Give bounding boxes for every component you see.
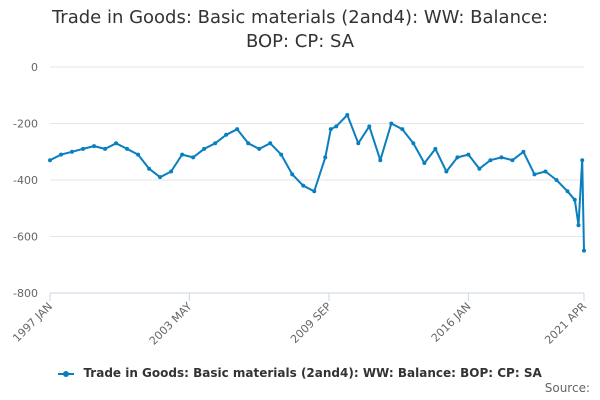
x-tick-label: 2009 SEP (288, 300, 334, 346)
data-point[interactable] (169, 169, 174, 174)
data-point[interactable] (312, 189, 317, 194)
data-point[interactable] (279, 152, 284, 157)
data-point[interactable] (477, 166, 482, 171)
data-point[interactable] (323, 155, 328, 160)
data-point[interactable] (114, 141, 119, 146)
data-point[interactable] (246, 141, 251, 146)
data-point[interactable] (224, 132, 229, 137)
data-point[interactable] (411, 141, 416, 146)
data-point[interactable] (466, 152, 471, 157)
data-point[interactable] (235, 127, 240, 132)
data-point[interactable] (433, 146, 438, 151)
x-tick-label: 2021 APR (542, 300, 589, 347)
data-point[interactable] (488, 158, 493, 163)
data-point[interactable] (328, 127, 333, 132)
series-line[interactable] (49, 114, 585, 251)
data-point[interactable] (582, 248, 586, 253)
data-point[interactable] (103, 146, 108, 151)
y-tick-label: -400 (13, 174, 38, 187)
y-axis: 0 -200 -400 -600 -800 (13, 61, 38, 300)
data-point[interactable] (510, 158, 515, 163)
data-point[interactable] (202, 146, 207, 151)
data-point[interactable] (334, 124, 339, 129)
data-point[interactable] (455, 155, 460, 160)
chart-title-line-2: BOP: CP: SA (245, 31, 355, 52)
data-point[interactable] (356, 141, 361, 146)
chart-title-line-1: Trade in Goods: Basic materials (2and4):… (51, 7, 549, 28)
data-point[interactable] (378, 158, 383, 163)
data-point[interactable] (521, 149, 526, 154)
data-point[interactable] (576, 223, 581, 228)
y-tick-label: 0 (31, 61, 38, 74)
data-point[interactable] (367, 124, 372, 129)
data-point[interactable] (92, 144, 97, 149)
data-point[interactable] (136, 152, 141, 157)
data-point[interactable] (422, 161, 427, 166)
legend[interactable]: Trade in Goods: Basic materials (2and4):… (0, 366, 600, 380)
x-axis: 1997 JAN 2003 MAY 2009 SEP 2016 JAN 2021 APR (10, 293, 589, 348)
legend-line-marker-icon (58, 369, 75, 379)
chart-title: Trade in Goods: Basic materials (2and4):… (0, 6, 600, 54)
legend-label: Trade in Goods: Basic materials (2and4):… (83, 366, 542, 380)
data-point[interactable] (290, 172, 295, 177)
x-tick-label: 1997 JAN (10, 300, 55, 345)
data-point[interactable] (257, 146, 262, 151)
data-point[interactable] (191, 155, 196, 160)
data-point[interactable] (70, 149, 75, 154)
data-point[interactable] (565, 189, 570, 194)
x-tick-label: 2003 MAY (147, 300, 195, 348)
data-point[interactable] (345, 113, 350, 118)
data-point[interactable] (180, 152, 185, 157)
data-point[interactable] (301, 183, 306, 188)
data-point[interactable] (125, 146, 130, 151)
data-point[interactable] (543, 169, 548, 174)
data-point[interactable] (158, 175, 163, 180)
data-point[interactable] (81, 146, 86, 151)
data-point[interactable] (444, 169, 449, 174)
source-label: Source: (544, 381, 590, 395)
series-group (48, 113, 586, 253)
data-point[interactable] (59, 152, 64, 157)
data-point[interactable] (400, 127, 405, 132)
y-tick-label: -200 (13, 118, 38, 131)
data-point[interactable] (48, 158, 52, 163)
y-tick-label: -600 (13, 231, 38, 244)
data-point[interactable] (268, 141, 273, 146)
y-tick-label: -800 (13, 287, 38, 300)
data-point[interactable] (580, 158, 585, 163)
data-point[interactable] (213, 141, 218, 146)
data-point[interactable] (572, 197, 577, 202)
x-tick-label: 2016 JAN (429, 300, 474, 345)
data-point[interactable] (147, 166, 152, 171)
data-point[interactable] (499, 155, 504, 160)
data-point[interactable] (389, 121, 394, 126)
data-point[interactable] (532, 172, 537, 177)
data-point[interactable] (554, 178, 559, 182)
